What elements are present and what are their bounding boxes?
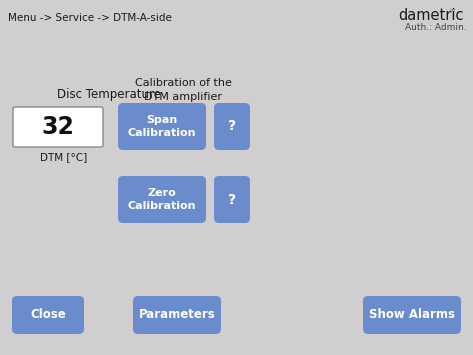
Text: Zero
Calibration: Zero Calibration bbox=[128, 188, 196, 211]
Text: Disc Temperature: Disc Temperature bbox=[57, 88, 161, 101]
Text: Menu -> Service -> DTM-A-side: Menu -> Service -> DTM-A-side bbox=[8, 13, 172, 23]
Text: DTM [°C]: DTM [°C] bbox=[40, 152, 87, 162]
FancyBboxPatch shape bbox=[12, 296, 84, 334]
Text: 32: 32 bbox=[42, 115, 74, 139]
Text: ?: ? bbox=[228, 192, 236, 207]
Text: Show Alarms: Show Alarms bbox=[369, 308, 455, 322]
Text: ™: ™ bbox=[449, 8, 456, 17]
Text: Auth.: Admin.: Auth.: Admin. bbox=[405, 23, 467, 32]
FancyBboxPatch shape bbox=[118, 176, 206, 223]
FancyBboxPatch shape bbox=[118, 103, 206, 150]
Text: ?: ? bbox=[228, 120, 236, 133]
Text: Parameters: Parameters bbox=[139, 308, 215, 322]
FancyBboxPatch shape bbox=[214, 176, 250, 223]
Text: Close: Close bbox=[30, 308, 66, 322]
FancyBboxPatch shape bbox=[13, 107, 103, 147]
Text: dametric: dametric bbox=[398, 8, 464, 23]
FancyBboxPatch shape bbox=[133, 296, 221, 334]
FancyBboxPatch shape bbox=[214, 103, 250, 150]
Text: Calibration of the
DTM amplifier: Calibration of the DTM amplifier bbox=[134, 78, 231, 102]
FancyBboxPatch shape bbox=[363, 296, 461, 334]
Text: Span
Calibration: Span Calibration bbox=[128, 115, 196, 138]
